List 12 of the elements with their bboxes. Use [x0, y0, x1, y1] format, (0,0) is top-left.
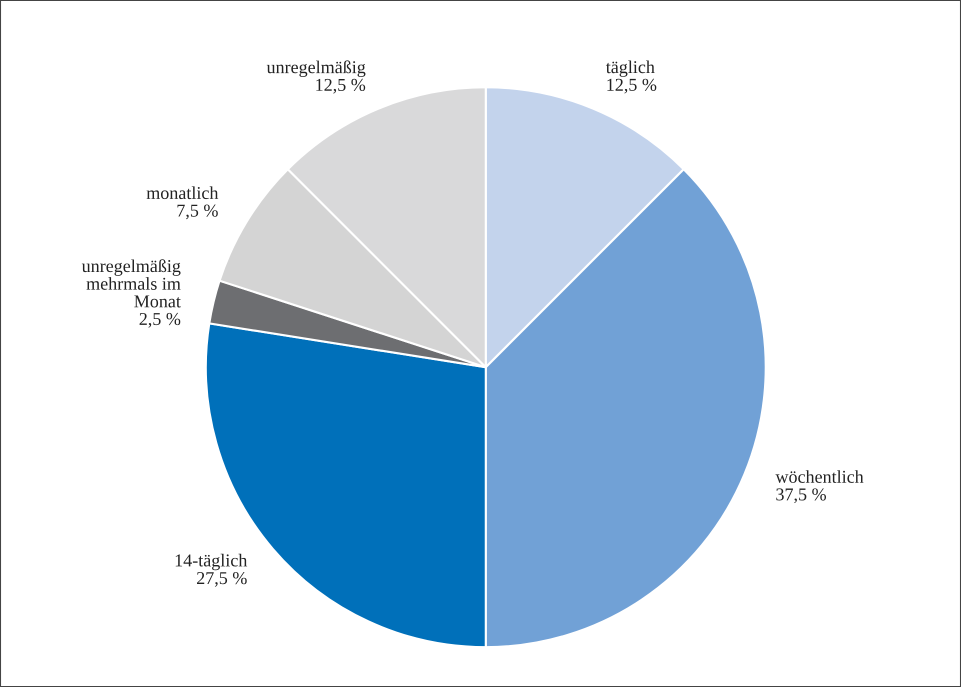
data-label: 27,5 %	[197, 572, 247, 587]
slice-label: unregelmäßig	[266, 60, 366, 78]
slice-label: wöchentlich	[775, 470, 864, 483]
slice-label: monatlich	[146, 186, 218, 200]
slice-label: unregelmäßig mehrmals im Monat	[82, 259, 181, 308]
data-label: 2,5 %	[140, 312, 180, 328]
data-label: 12,5 %	[316, 78, 366, 94]
data-label: 7,5 %	[178, 204, 218, 220]
data-label: 37,5 %	[776, 488, 826, 504]
slice-label: täglich	[606, 60, 655, 77]
data-label: 12,5 %	[607, 78, 656, 94]
slice-label: 14-täglich	[176, 554, 248, 570]
